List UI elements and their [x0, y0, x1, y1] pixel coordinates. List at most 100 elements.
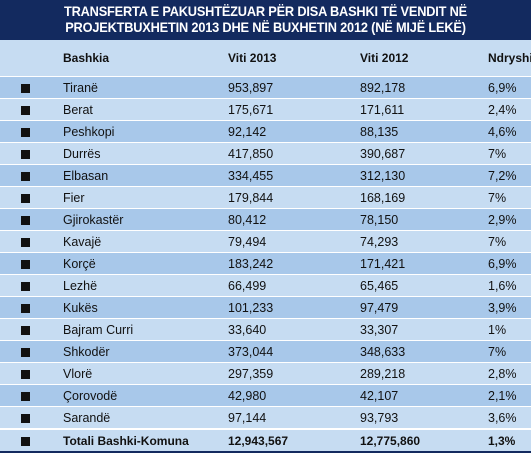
cell-viti-2012: 171,421	[350, 252, 481, 275]
cell-viti-2013: 97,144	[218, 406, 350, 429]
header-bashkia: Bashkia	[63, 51, 110, 65]
bullet-icon	[20, 325, 30, 335]
total-row: Totali Bashki-Komuna 12,943,567 12,775,8…	[0, 428, 531, 452]
bullet-icon	[20, 105, 30, 115]
table-row: Vlorë 297,359 289,218 2,8%	[0, 362, 531, 385]
cell-viti-2013: 175,671	[218, 98, 350, 121]
cell-ndryshimi: 7%	[481, 340, 531, 363]
cell-viti-2012: 74,293	[350, 230, 481, 253]
table-row: Sarandë 97,144 93,793 3,6%	[0, 406, 531, 429]
cell-ndryshimi: 3,6%	[481, 406, 531, 429]
cell-name: Shkodër	[50, 340, 218, 363]
cell-viti-2012: 312,130	[350, 164, 481, 187]
cell-name: Peshkopi	[50, 120, 218, 143]
cell-viti-2012: 892,178	[350, 76, 481, 99]
table-row: Gjirokastër 80,412 78,150 2,9%	[0, 208, 531, 231]
cell-name: Kukës	[50, 296, 218, 319]
header-viti-2012: Viti 2012	[360, 51, 409, 65]
cell-viti-2012: 65,465	[350, 274, 481, 297]
cell-name: Gjirokastër	[50, 208, 218, 231]
cell-viti-2012: 33,307	[350, 318, 481, 341]
table-row: Lezhë 66,499 65,465 1,6%	[0, 274, 531, 297]
header-bullet-col	[0, 40, 50, 77]
cell-ndryshimi: 2,8%	[481, 362, 531, 385]
cell-name: Tiranë	[50, 76, 218, 99]
bullet-icon	[20, 127, 30, 137]
cell-name: Berat	[50, 98, 218, 121]
bullet-icon	[20, 83, 30, 93]
title-line-1: TRANSFERTA E PAKUSHTËZUAR PËR DISA BASHK…	[63, 4, 468, 19]
cell-name: Bajram Curri	[50, 318, 218, 341]
cell-viti-2013: 334,455	[218, 164, 350, 187]
cell-viti-2013: 373,044	[218, 340, 350, 363]
cell-ndryshimi: 7%	[481, 142, 531, 165]
bullet-icon	[20, 171, 30, 181]
table-row: Berat 175,671 171,611 2,4%	[0, 98, 531, 121]
table-row: Durrës 417,850 390,687 7%	[0, 142, 531, 165]
cell-viti-2012: 93,793	[350, 406, 481, 429]
cell-viti-2012: 97,479	[350, 296, 481, 319]
cell-name: Çorovodë	[50, 384, 218, 407]
title-line-2: PROJEKTBUXHETIN 2013 DHE NË BUXHETIN 201…	[65, 20, 466, 35]
cell-viti-2013: 80,412	[218, 208, 350, 231]
header-ndryshimi: Ndryshimi	[488, 51, 531, 65]
cell-viti-2012: 88,135	[350, 120, 481, 143]
table-row: Shkodër 373,044 348,633 7%	[0, 340, 531, 363]
cell-viti-2012: 168,169	[350, 186, 481, 209]
cell-viti-2013: 66,499	[218, 274, 350, 297]
total-viti-2012: 12,775,860	[350, 428, 481, 452]
cell-ndryshimi: 2,4%	[481, 98, 531, 121]
cell-viti-2012: 171,611	[350, 98, 481, 121]
table-row: Peshkopi 92,142 88,135 4,6%	[0, 120, 531, 143]
cell-ndryshimi: 7%	[481, 230, 531, 253]
bullet-icon	[20, 391, 30, 401]
cell-name: Kavajë	[50, 230, 218, 253]
cell-viti-2012: 348,633	[350, 340, 481, 363]
cell-viti-2013: 33,640	[218, 318, 350, 341]
cell-viti-2013: 92,142	[218, 120, 350, 143]
cell-ndryshimi: 1%	[481, 318, 531, 341]
cell-name: Fier	[50, 186, 218, 209]
table-row: Kavajë 79,494 74,293 7%	[0, 230, 531, 253]
cell-ndryshimi: 6,9%	[481, 252, 531, 275]
cell-viti-2013: 417,850	[218, 142, 350, 165]
bullet-icon	[20, 303, 30, 313]
cell-viti-2012: 78,150	[350, 208, 481, 231]
cell-name: Vlorë	[50, 362, 218, 385]
bullet-icon	[20, 259, 30, 269]
cell-ndryshimi: 2,9%	[481, 208, 531, 231]
bullet-icon	[20, 215, 30, 225]
cell-ndryshimi: 2,1%	[481, 384, 531, 407]
cell-ndryshimi: 6,9%	[481, 76, 531, 99]
bullet-icon	[20, 413, 30, 423]
bullet-icon	[20, 436, 30, 446]
bullet-icon	[20, 237, 30, 247]
table-row: Bajram Curri 33,640 33,307 1%	[0, 318, 531, 341]
bullet-icon	[20, 369, 30, 379]
cell-viti-2013: 953,897	[218, 76, 350, 99]
cell-viti-2012: 42,107	[350, 384, 481, 407]
cell-ndryshimi: 4,6%	[481, 120, 531, 143]
cell-viti-2013: 297,359	[218, 362, 350, 385]
cell-ndryshimi: 1,6%	[481, 274, 531, 297]
cell-viti-2013: 79,494	[218, 230, 350, 253]
total-viti-2013: 12,943,567	[218, 428, 350, 452]
cell-ndryshimi: 3,9%	[481, 296, 531, 319]
table-body: Tiranë 953,897 892,178 6,9% Berat 175,67…	[0, 76, 531, 452]
bullet-icon	[20, 281, 30, 291]
data-table: Bashkia Viti 2013 Viti 2012 Ndryshimi Ti…	[0, 40, 531, 453]
cell-name: Sarandë	[50, 406, 218, 429]
table-row: Tiranë 953,897 892,178 6,9%	[0, 76, 531, 99]
cell-name: Lezhë	[50, 274, 218, 297]
cell-viti-2012: 390,687	[350, 142, 481, 165]
cell-viti-2013: 42,980	[218, 384, 350, 407]
bullet-icon	[20, 149, 30, 159]
header-viti-2013: Viti 2013	[228, 51, 277, 65]
cell-name: Korçë	[50, 252, 218, 275]
cell-ndryshimi: 7%	[481, 186, 531, 209]
table-row: Çorovodë 42,980 42,107 2,1%	[0, 384, 531, 407]
cell-viti-2013: 101,233	[218, 296, 350, 319]
bullet-icon	[20, 347, 30, 357]
cell-viti-2013: 179,844	[218, 186, 350, 209]
